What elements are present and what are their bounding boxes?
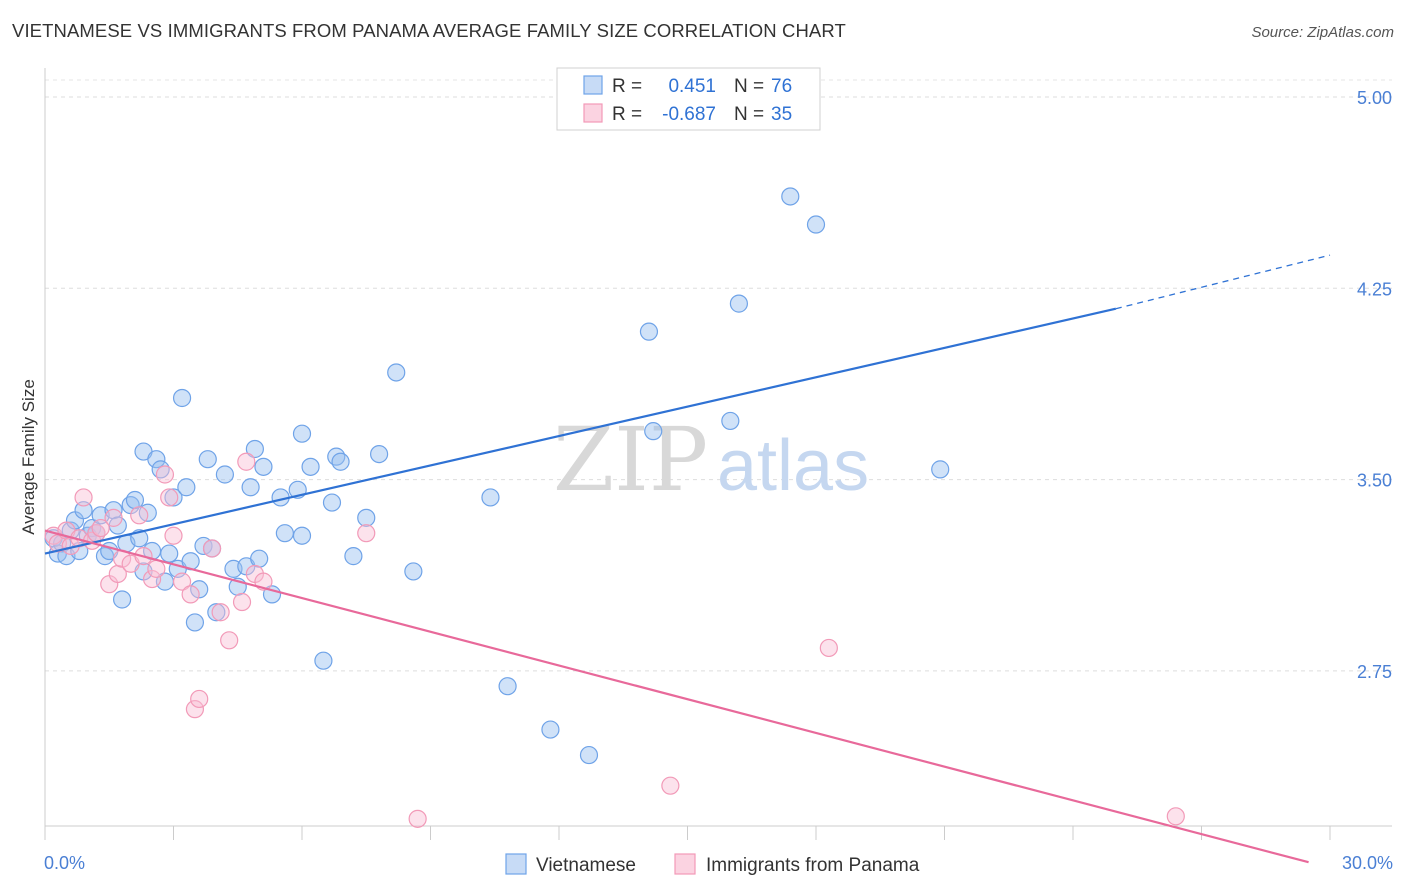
point-panama bbox=[104, 508, 123, 527]
y-tick-label: 2.75 bbox=[1357, 662, 1392, 682]
point-panama bbox=[142, 569, 162, 589]
point-panama bbox=[357, 524, 376, 543]
trend-line-vietnamese-extension bbox=[1115, 254, 1331, 310]
source-label: Source: ZipAtlas.com bbox=[1251, 24, 1394, 41]
point-panama bbox=[661, 776, 680, 795]
point-vietnamese bbox=[172, 388, 192, 408]
point-vietnamese bbox=[541, 720, 560, 739]
point-vietnamese bbox=[198, 450, 217, 469]
y-tick-label: 4.25 bbox=[1357, 279, 1392, 299]
point-vietnamese bbox=[806, 215, 826, 234]
legend-top: R = 0.451 N = 76 R = -0.687 N = 35 bbox=[556, 67, 821, 131]
chart-title: VIETNAMESE VS IMMIGRANTS FROM PANAMA AVE… bbox=[12, 20, 846, 41]
point-panama bbox=[211, 603, 230, 622]
data-points bbox=[44, 187, 1185, 828]
point-vietnamese bbox=[241, 478, 260, 497]
point-vietnamese bbox=[931, 460, 950, 479]
point-panama bbox=[181, 585, 200, 604]
y-axis-title: Average Family Size bbox=[19, 379, 38, 535]
point-vietnamese bbox=[190, 580, 209, 599]
point-panama bbox=[202, 539, 222, 558]
legend-r-value-2: -0.687 bbox=[662, 104, 716, 125]
legend-r-label-1: R = bbox=[612, 76, 642, 97]
watermark-atlas: atlas bbox=[717, 426, 869, 506]
point-vietnamese bbox=[781, 187, 800, 206]
point-vietnamese bbox=[322, 493, 342, 512]
point-vietnamese bbox=[147, 450, 166, 469]
legend-r-value-1: 0.451 bbox=[668, 76, 716, 97]
point-panama bbox=[160, 488, 179, 507]
trend-line-vietnamese bbox=[44, 307, 1117, 555]
point-vietnamese bbox=[481, 488, 500, 507]
y-tick-label: 3.50 bbox=[1357, 471, 1392, 491]
watermark-zip: ZIP bbox=[553, 408, 708, 511]
point-vietnamese bbox=[498, 677, 517, 696]
point-vietnamese bbox=[387, 363, 406, 382]
legend-bottom-swatch-blue bbox=[505, 853, 527, 875]
trend-lines bbox=[44, 254, 1331, 864]
point-vietnamese bbox=[331, 452, 350, 471]
point-panama bbox=[232, 592, 252, 612]
x-tick-label: 30.0% bbox=[1342, 853, 1393, 873]
legend-n-label-2: N = bbox=[734, 104, 764, 125]
point-vietnamese bbox=[207, 603, 226, 622]
point-panama bbox=[185, 700, 205, 719]
point-vietnamese bbox=[254, 457, 273, 476]
point-panama bbox=[164, 526, 183, 545]
x-tick-label: 0.0% bbox=[44, 853, 85, 873]
legend-n-label-1: N = bbox=[734, 76, 764, 97]
point-vietnamese bbox=[639, 322, 659, 341]
point-vietnamese bbox=[245, 439, 264, 459]
legend-item-panama: Immigrants from Panama bbox=[706, 855, 920, 876]
point-vietnamese bbox=[112, 590, 132, 609]
point-panama bbox=[408, 809, 427, 828]
trend-line-panama bbox=[44, 529, 1309, 864]
y-tick-label: 5.00 bbox=[1357, 88, 1392, 108]
legend-item-vietnamese: Vietnamese bbox=[536, 855, 636, 876]
legend-swatch-pink bbox=[583, 103, 603, 123]
point-vietnamese bbox=[185, 613, 205, 632]
point-panama bbox=[1166, 807, 1185, 826]
point-vietnamese bbox=[177, 478, 196, 497]
point-vietnamese bbox=[250, 549, 269, 568]
point-vietnamese bbox=[344, 547, 363, 566]
point-vietnamese bbox=[644, 422, 663, 441]
point-vietnamese bbox=[292, 526, 312, 545]
point-vietnamese bbox=[314, 651, 333, 670]
point-vietnamese bbox=[164, 488, 183, 507]
legend-n-value-2: 35 bbox=[771, 104, 792, 125]
point-vietnamese bbox=[160, 544, 179, 563]
point-panama bbox=[74, 488, 93, 507]
point-panama bbox=[237, 452, 256, 471]
grid-lines bbox=[45, 79, 1392, 672]
point-panama bbox=[155, 465, 175, 484]
point-vietnamese bbox=[292, 424, 312, 443]
point-panama bbox=[172, 572, 192, 591]
point-panama bbox=[220, 631, 239, 650]
watermark: ZIP atlas bbox=[553, 408, 869, 511]
point-panama bbox=[147, 559, 166, 578]
point-vietnamese bbox=[579, 745, 599, 765]
point-vietnamese bbox=[729, 294, 749, 313]
point-panama bbox=[91, 518, 110, 538]
tick-labels: 2.75 3.50 4.25 5.00 0.0% 30.0% bbox=[44, 88, 1393, 873]
legend-swatch-blue bbox=[583, 75, 603, 95]
point-vietnamese bbox=[370, 444, 389, 464]
point-panama bbox=[819, 638, 838, 658]
point-panama bbox=[130, 506, 149, 525]
point-vietnamese bbox=[215, 465, 234, 484]
point-vietnamese bbox=[721, 411, 740, 431]
point-panama bbox=[190, 689, 209, 709]
legend-bottom: Vietnamese Immigrants from Panama bbox=[505, 853, 920, 876]
point-vietnamese bbox=[275, 524, 294, 543]
point-vietnamese bbox=[357, 508, 376, 527]
point-vietnamese bbox=[301, 457, 320, 476]
legend-bottom-swatch-pink bbox=[674, 853, 696, 875]
legend-r-label-2: R = bbox=[612, 104, 642, 125]
legend-n-value-1: 76 bbox=[771, 76, 792, 97]
point-vietnamese bbox=[125, 490, 145, 510]
point-vietnamese bbox=[74, 501, 93, 520]
point-vietnamese bbox=[404, 562, 423, 581]
